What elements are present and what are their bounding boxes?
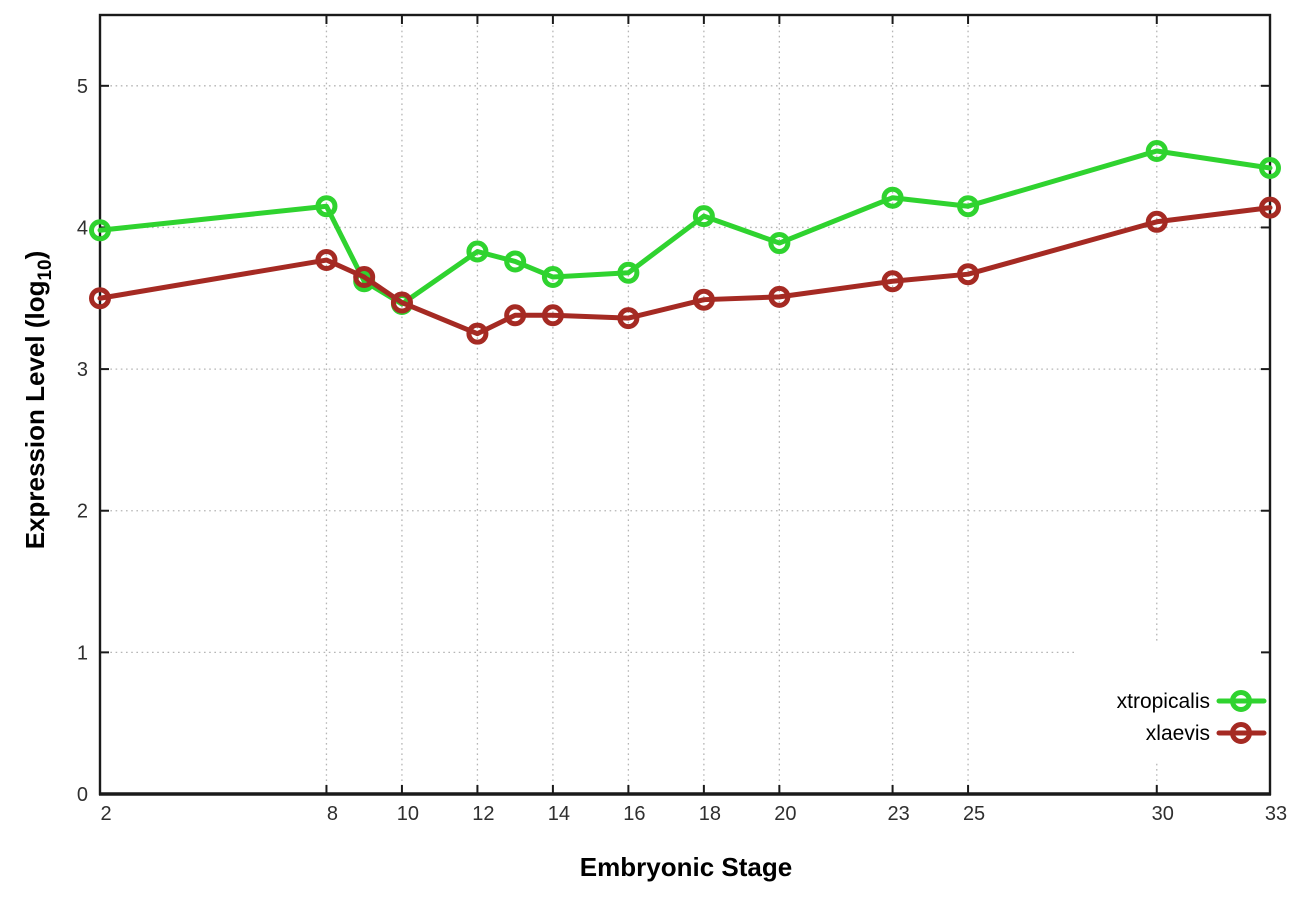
y-tick-label: 1	[77, 642, 88, 664]
data-point-marker	[617, 307, 640, 330]
x-tick-label: 10	[397, 803, 419, 825]
x-tick-label: 8	[327, 803, 338, 825]
x-tick-label: 30	[1152, 803, 1174, 825]
y-tick-label: 3	[77, 359, 88, 381]
y-axis-label: Expression Level (log10)	[20, 251, 56, 550]
data-point-marker	[541, 304, 564, 327]
series-line	[97, 205, 1273, 337]
data-point-marker	[1259, 156, 1281, 179]
x-axis-label: Embryonic Stage	[580, 852, 792, 882]
data-point-marker	[692, 205, 715, 228]
x-tick-label: 12	[472, 803, 494, 825]
data-point-marker	[1259, 196, 1281, 219]
legend-marker-sample	[1230, 690, 1252, 712]
y-tick-label: 4	[77, 217, 88, 239]
x-tick-label: 16	[623, 803, 645, 825]
data-point-marker	[1145, 139, 1168, 162]
data-point-marker	[692, 288, 715, 311]
x-tick-label: 2	[100, 803, 111, 825]
data-point-marker	[541, 266, 564, 289]
x-tick-label: 20	[774, 803, 796, 825]
data-point-marker	[768, 232, 791, 255]
data-point-marker	[504, 250, 527, 273]
legend-label-xtropicalis: xtropicalis	[1117, 690, 1210, 713]
data-point-marker	[390, 291, 413, 314]
legend: xtropicalis xlaevis	[1117, 690, 1267, 745]
y-tick-label: 0	[77, 784, 88, 806]
legend-marker-sample	[1230, 722, 1252, 744]
plot-area: 2 8 10 12 14 16 18 20 23 25 30 33012345xtropicalisx…	[77, 13, 1287, 825]
legend-label-xlaevis: xlaevis	[1146, 722, 1210, 745]
x-tick-label: 23	[887, 803, 909, 825]
data-point-marker	[504, 304, 527, 327]
data-point-marker	[768, 285, 791, 308]
x-tick-label: 25	[963, 803, 985, 825]
data-point-marker	[957, 195, 980, 218]
x-tick-label: 33	[1265, 803, 1287, 825]
data-point-marker	[957, 263, 980, 286]
data-point-marker	[89, 219, 111, 242]
data-point-marker	[881, 270, 904, 293]
x-tick-label: 18	[699, 803, 721, 825]
data-point-marker	[617, 261, 640, 284]
data-point-marker	[1145, 210, 1168, 233]
data-point-marker	[315, 195, 338, 218]
data-point-marker	[881, 186, 904, 209]
y-tick-label: 5	[77, 76, 88, 98]
data-point-marker	[89, 287, 111, 310]
series-xtropicalis	[89, 139, 1281, 315]
data-point-marker	[466, 322, 489, 345]
data-point-marker	[315, 249, 338, 272]
series-xlaevis	[89, 196, 1281, 345]
data-point-marker	[353, 266, 376, 289]
data-point-marker	[466, 240, 489, 263]
y-tick-label: 2	[77, 501, 88, 523]
x-tick-label: 14	[548, 803, 570, 825]
